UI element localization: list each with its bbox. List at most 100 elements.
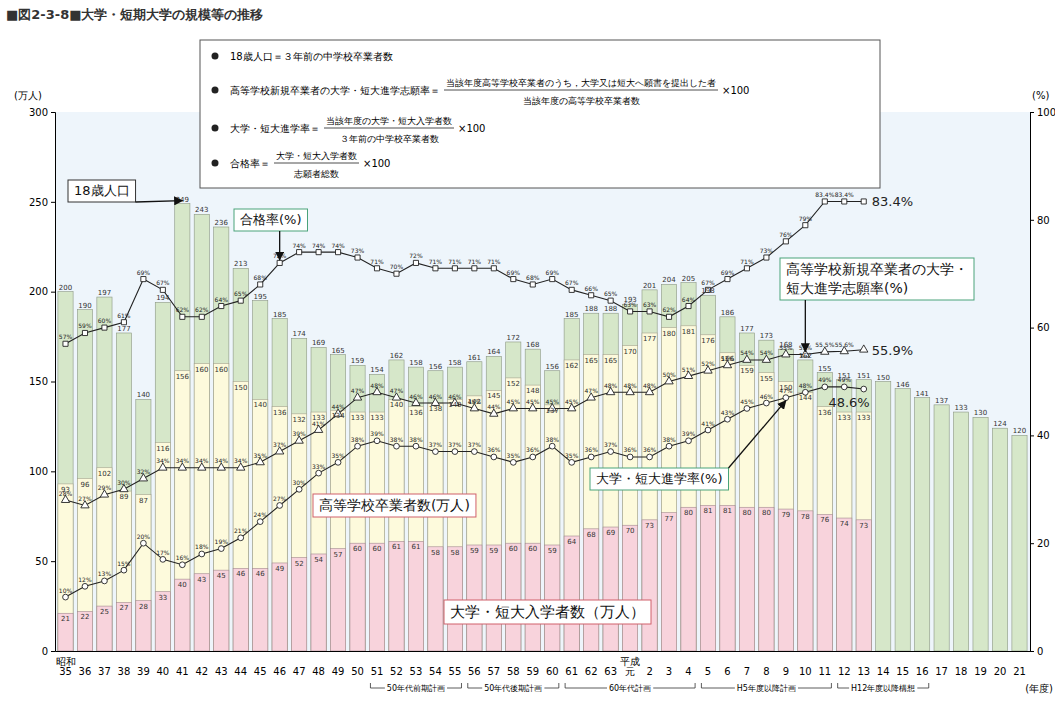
tick-label: 18 [955,666,968,677]
marker [160,556,166,562]
bar [233,382,248,652]
tick: 53 [410,651,423,677]
bar-label: 87 [139,497,148,505]
tick: 10 [799,651,812,677]
bar-label: 130 [974,409,987,417]
bar-label: 132 [292,416,305,424]
period-label: 60年代計画 [609,684,651,693]
bar-label: 198 [701,287,714,295]
tick-label: 2 [646,666,652,677]
period-label-bg [849,683,917,693]
bar [194,574,209,651]
period-label-bg [735,683,798,693]
tick-label: 44 [234,666,247,677]
tick: 0 [42,646,55,657]
bar [311,412,326,651]
bar-label: 120 [1013,427,1026,435]
bar [895,389,910,651]
bar [447,547,462,651]
bar [700,335,715,651]
point-label: 34% [234,457,248,464]
point-label: 47% [351,387,365,394]
point-label: 37% [448,441,462,448]
bar-label: 155 [760,375,773,383]
tick-mark [51,382,55,383]
marker [63,594,69,600]
tick: 37 [98,651,111,677]
marker [666,443,672,449]
bar [856,520,871,651]
bar-label: 151 [857,372,870,380]
bar [77,310,92,651]
tick-label: 60 [546,666,559,677]
tick-mark [1030,543,1034,544]
bar-label: 204 [662,276,676,284]
tick-mark [51,202,55,203]
period-label: 50年代前期計画 [387,684,445,693]
bar-label: 137 [546,407,559,415]
point-label: 36% [526,446,540,453]
marker [277,260,282,265]
tick-label: 51 [371,666,384,677]
tick: 300 [29,107,55,118]
bar-label: 160 [215,366,228,374]
tick-label: 150 [29,376,48,387]
plot-marks [58,199,1027,651]
bar-label: 195 [254,293,267,301]
bar-label: 188 [604,305,617,313]
bar [97,297,112,651]
tick-label: 14 [877,666,890,677]
marker [822,384,828,390]
tick: 56 [468,651,481,677]
bar-label: 58 [450,549,459,557]
tick: 42 [195,651,208,677]
bar [778,382,793,652]
point-label: 43% [721,409,735,416]
bar-label: 133 [838,414,851,422]
callout-box [234,209,308,231]
bar-label: 159 [351,357,364,365]
bar [584,529,599,651]
marker [394,271,399,276]
tick: 50 [351,651,364,677]
bar-label: 25 [100,608,109,616]
tick-label: 53 [410,666,423,677]
point-label: 69% [546,269,560,276]
marker [569,459,575,465]
bar-label: 186 [721,309,735,317]
bar-label: 190 [78,302,91,310]
bar-label: 133 [954,404,967,412]
tick-label: 元 [625,666,635,677]
point-label: 10% [59,587,73,594]
bar-label: 64 [567,538,576,546]
bar [155,592,170,651]
bar-label: 49 [275,565,284,573]
marker [530,282,535,287]
bar [934,405,949,651]
tick: 57 [487,651,500,677]
tick: 44 [234,651,247,677]
point-label: 74% [312,242,326,249]
bar [389,541,404,651]
tick: 60 [546,651,559,677]
marker [218,546,224,552]
point-label: 30% [117,479,131,486]
tick-label: 36 [79,666,92,677]
period-label: H5年度以降計画 [737,684,796,693]
bar-label: 169 [312,339,325,347]
bar [136,601,151,651]
tick-mark [1030,435,1034,436]
marker [141,277,146,282]
tick-label: 35 [59,666,72,677]
tick: 200 [29,286,55,297]
bar [778,509,793,651]
callout-box [313,494,476,517]
tick: 59 [526,651,539,677]
tick-label: 6 [724,666,730,677]
bar [642,520,657,651]
bar-label: 59 [489,547,498,555]
bar-label: 249 [176,196,189,204]
bar-label: 150 [877,374,890,382]
tick: 21 [1013,651,1026,677]
point-label: 51% [682,366,696,373]
